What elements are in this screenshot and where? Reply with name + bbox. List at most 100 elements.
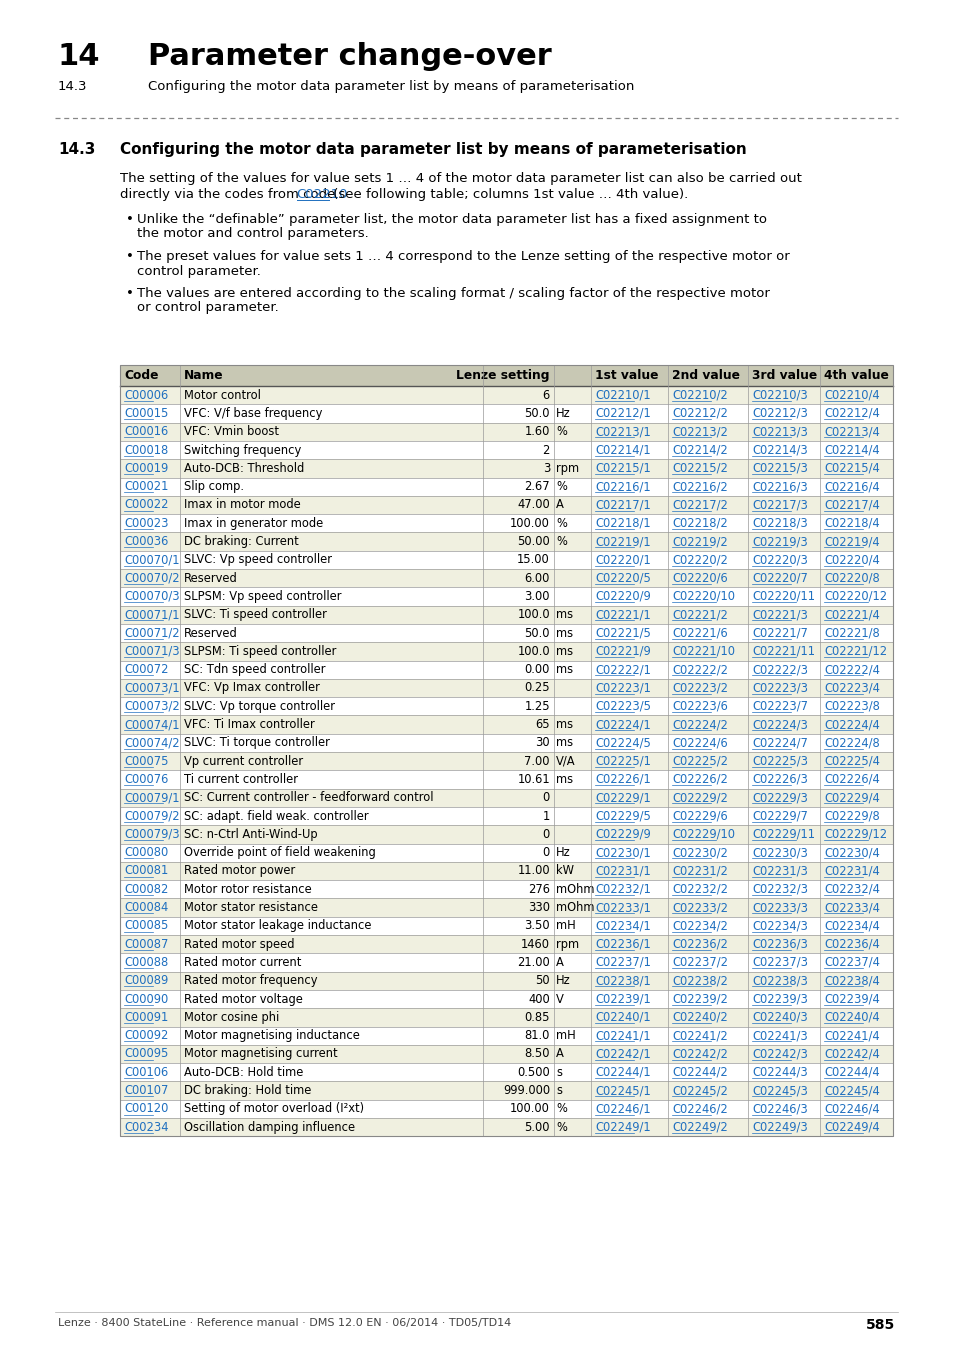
Text: C02238/1: C02238/1 (595, 975, 650, 987)
Text: 8.50: 8.50 (524, 1048, 550, 1061)
Text: C00095: C00095 (124, 1048, 168, 1061)
Text: C00074/1: C00074/1 (124, 718, 179, 732)
Text: Switching frequency: Switching frequency (184, 444, 301, 456)
Bar (120, 1100, 892, 1118)
Text: ms: ms (556, 774, 573, 786)
Text: 14.3: 14.3 (58, 80, 88, 93)
Bar (120, 752, 892, 771)
Text: C02218/4: C02218/4 (823, 517, 879, 529)
Text: C02218/1: C02218/1 (595, 517, 650, 529)
Text: C02236/4: C02236/4 (823, 938, 879, 950)
Text: Motor stator resistance: Motor stator resistance (184, 900, 317, 914)
Text: A: A (556, 1048, 563, 1061)
Text: 400: 400 (528, 992, 550, 1006)
Text: C02242/4: C02242/4 (823, 1048, 879, 1061)
Text: Lenze setting: Lenze setting (456, 369, 550, 382)
Text: C00079/1: C00079/1 (124, 791, 179, 805)
Text: C02242/2: C02242/2 (671, 1048, 727, 1061)
Text: C02242/1: C02242/1 (595, 1048, 650, 1061)
Text: C02236/1: C02236/1 (595, 938, 650, 950)
Text: C00021: C00021 (124, 481, 168, 493)
Text: %: % (556, 517, 566, 529)
Bar (120, 1026, 892, 1045)
Text: C02221/3: C02221/3 (751, 609, 807, 621)
Text: C02229/2: C02229/2 (671, 791, 727, 805)
Text: VFC: Ti Imax controller: VFC: Ti Imax controller (184, 718, 314, 732)
Text: C02219/3: C02219/3 (751, 535, 807, 548)
Text: 4th value: 4th value (823, 369, 888, 382)
Text: C02229/5: C02229/5 (595, 810, 650, 822)
Text: Ti current controller: Ti current controller (184, 774, 297, 786)
Text: Hz: Hz (556, 846, 570, 859)
Text: C00071/2: C00071/2 (124, 626, 179, 640)
Text: C02221/5: C02221/5 (595, 626, 650, 640)
Text: C02220/5: C02220/5 (595, 571, 650, 585)
Text: Rated motor voltage: Rated motor voltage (184, 992, 302, 1006)
Text: 100.00: 100.00 (510, 1103, 550, 1115)
Text: Rated motor current: Rated motor current (184, 956, 301, 969)
Text: VFC: Vp Imax controller: VFC: Vp Imax controller (184, 682, 319, 694)
Text: SC: Current controller - feedforward control: SC: Current controller - feedforward con… (184, 791, 433, 805)
Text: •: • (126, 213, 133, 225)
Bar (120, 697, 892, 716)
Text: C02249/2: C02249/2 (671, 1120, 727, 1134)
Text: C02220/10: C02220/10 (671, 590, 734, 603)
Text: 11.00: 11.00 (517, 864, 550, 878)
Text: 3.50: 3.50 (524, 919, 550, 933)
Text: The setting of the values for value sets 1 … 4 of the motor data parameter list : The setting of the values for value sets… (120, 171, 801, 185)
Text: 65: 65 (535, 718, 550, 732)
Text: C02223/6: C02223/6 (671, 699, 727, 713)
Text: C02213/2: C02213/2 (671, 425, 727, 439)
Text: C02212/2: C02212/2 (671, 406, 727, 420)
Text: C02233/4: C02233/4 (823, 900, 879, 914)
Text: 0.00: 0.00 (524, 663, 550, 676)
Text: C00080: C00080 (124, 846, 168, 859)
Text: C02224/1: C02224/1 (595, 718, 650, 732)
Text: C02217/4: C02217/4 (823, 498, 879, 512)
Text: C02220/8: C02220/8 (823, 571, 879, 585)
Text: C02240/4: C02240/4 (823, 1011, 879, 1023)
Text: C02224/6: C02224/6 (671, 736, 727, 749)
Text: kW: kW (556, 864, 574, 878)
Text: C02230/2: C02230/2 (671, 846, 727, 859)
Bar (120, 679, 892, 697)
Bar (120, 441, 892, 459)
Text: 47.00: 47.00 (517, 498, 550, 512)
Text: C00015: C00015 (124, 406, 168, 420)
Text: C00082: C00082 (124, 883, 168, 896)
Text: C02249/3: C02249/3 (751, 1120, 807, 1134)
Text: C02223/5: C02223/5 (595, 699, 650, 713)
Text: C02224/3: C02224/3 (751, 718, 807, 732)
Text: ms: ms (556, 718, 573, 732)
Text: A: A (556, 956, 563, 969)
Text: 7.00: 7.00 (524, 755, 550, 768)
Text: 100.00: 100.00 (510, 517, 550, 529)
Text: Slip comp.: Slip comp. (184, 481, 244, 493)
Text: C02215/1: C02215/1 (595, 462, 650, 475)
Text: C00022: C00022 (124, 498, 169, 512)
Text: C02215/4: C02215/4 (823, 462, 879, 475)
Text: C00006: C00006 (124, 389, 168, 402)
Text: 0.25: 0.25 (524, 682, 550, 694)
Bar (120, 861, 892, 880)
Text: C02239/1: C02239/1 (595, 992, 650, 1006)
Text: Motor cosine phi: Motor cosine phi (184, 1011, 279, 1023)
Text: C02223/1: C02223/1 (595, 682, 650, 694)
Text: Setting of motor overload (I²xt): Setting of motor overload (I²xt) (184, 1103, 364, 1115)
Text: C00075: C00075 (124, 755, 169, 768)
Text: Motor control: Motor control (184, 389, 260, 402)
Text: C00090: C00090 (124, 992, 168, 1006)
Text: C02216/1: C02216/1 (595, 481, 650, 493)
Text: C02224/5: C02224/5 (595, 736, 650, 749)
Text: C02226/4: C02226/4 (823, 774, 879, 786)
Text: Configuring the motor data parameter list by means of parameterisation: Configuring the motor data parameter lis… (120, 142, 746, 157)
Text: mH: mH (556, 919, 576, 933)
Text: C02234/4: C02234/4 (823, 919, 879, 933)
Text: C02229/11: C02229/11 (751, 828, 814, 841)
Text: 585: 585 (864, 1318, 894, 1332)
Text: C02221/1: C02221/1 (595, 609, 650, 621)
Text: C00087: C00087 (124, 938, 168, 950)
Bar (120, 514, 892, 532)
Text: Motor magnetising current: Motor magnetising current (184, 1048, 337, 1061)
Text: 0: 0 (542, 846, 550, 859)
